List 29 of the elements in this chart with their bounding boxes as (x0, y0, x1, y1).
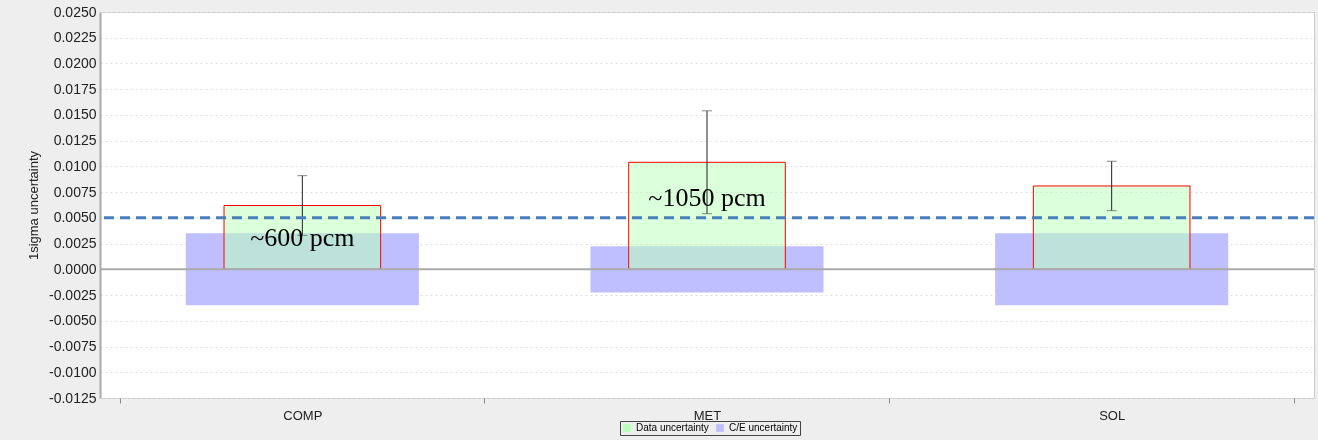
y-axis-title: 1sigma uncertainty (26, 150, 42, 261)
y-tick-label: 0.0150 (53, 106, 97, 123)
bar (223, 205, 382, 270)
y-tick-label: 0.0125 (53, 132, 97, 149)
y-tick-label: 0.0000 (53, 260, 97, 277)
y-tick-label: -0.0100 (49, 363, 97, 380)
annotation: ~600 pcm (250, 223, 355, 253)
y-tick-label: -0.0025 (49, 286, 97, 303)
x-tick-label: MET (693, 407, 722, 423)
y-tick-label: -0.0075 (49, 338, 97, 355)
bar (590, 246, 824, 293)
y-tick-label: 0.0175 (53, 80, 97, 97)
y-tick-label: -0.0125 (49, 389, 97, 406)
bar (1032, 185, 1191, 270)
legend-label: Data uncertainty (636, 422, 709, 433)
x-tick-label: COMP (283, 407, 323, 423)
y-tick-label: 0.0075 (53, 183, 97, 200)
y-tick-label: 0.0225 (53, 29, 97, 46)
bar (995, 233, 1229, 306)
y-tick-label: 0.0100 (53, 157, 97, 174)
legend-label: C/E uncertainty (729, 422, 798, 433)
x-tick-label: SOL (1099, 407, 1126, 423)
y-tick-label: -0.0050 (49, 312, 97, 329)
annotation: ~1050 pcm (648, 183, 766, 213)
y-tick-label: 0.0200 (53, 54, 97, 71)
y-tick-label: 0.0025 (53, 235, 97, 252)
bar (628, 161, 786, 270)
y-tick-label: 0.0050 (53, 209, 97, 226)
y-tick-label: 0.0250 (53, 3, 97, 20)
